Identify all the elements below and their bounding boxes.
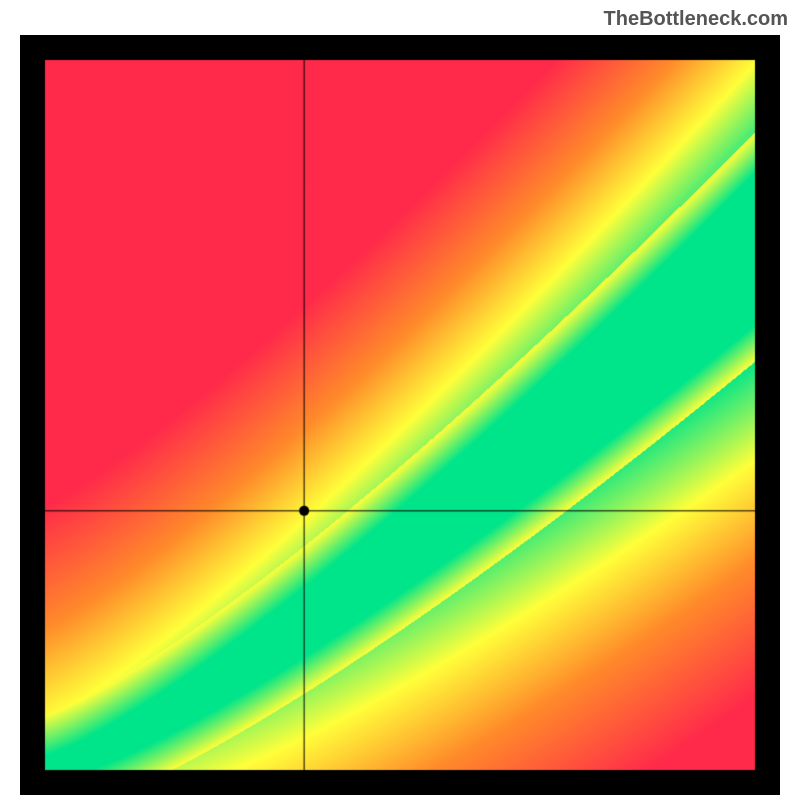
heatmap-canvas: [20, 35, 780, 795]
watermark-text: TheBottleneck.com: [604, 8, 788, 31]
bottleneck-heatmap: [20, 35, 780, 795]
